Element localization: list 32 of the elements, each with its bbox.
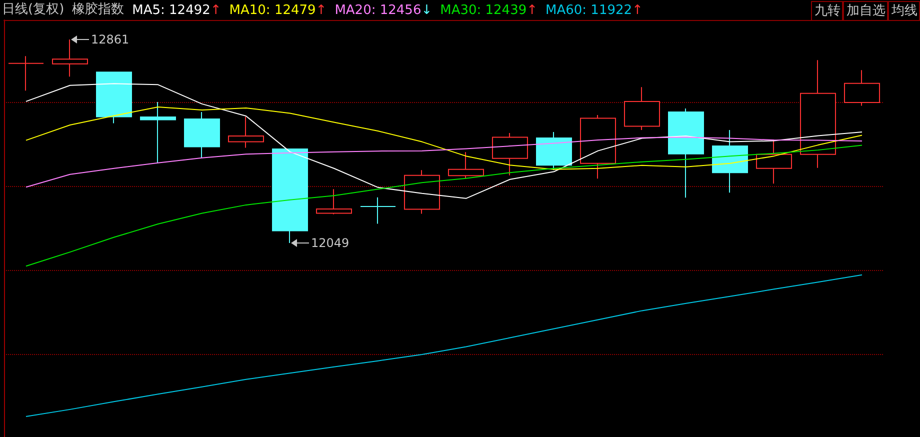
- candlestick: [316, 188, 352, 215]
- annotation: 12049: [311, 236, 350, 250]
- candlestick: [184, 111, 220, 158]
- annotation: 12861: [91, 32, 130, 47]
- candlestick: [52, 39, 88, 78]
- text: MA60: 11922↑: [546, 3, 643, 18]
- text: 均线: [890, 4, 918, 18]
- candlestick: [492, 132, 528, 176]
- candlestick: [756, 140, 792, 184]
- text: MA20: 12456↓: [334, 3, 432, 18]
- candlestick: [536, 132, 572, 171]
- candlestick: [96, 72, 132, 124]
- chart-title: 日线(复权): [2, 2, 64, 17]
- candlestick: [800, 60, 836, 168]
- candlestick: [140, 101, 176, 164]
- candlestick: [668, 108, 704, 198]
- candlestick: [624, 86, 660, 131]
- text: 加自选: [846, 4, 886, 18]
- candlestick: [360, 196, 396, 224]
- text: MA10: 12479↑: [229, 3, 327, 18]
- candlestick: [228, 116, 264, 148]
- candlestick: [580, 114, 616, 180]
- candlestick: [272, 148, 308, 244]
- text: 九转: [814, 4, 840, 18]
- candlestick: [8, 56, 44, 92]
- candlestick: [448, 152, 484, 180]
- candlestick: [844, 70, 880, 106]
- candlestick: [404, 170, 440, 214]
- candlestick: [712, 130, 748, 194]
- text: MA30: 12439↑: [440, 3, 538, 18]
- text: MA5: 12492↑: [132, 3, 222, 18]
- chart-subtitle: 橡胶指数: [72, 2, 124, 17]
